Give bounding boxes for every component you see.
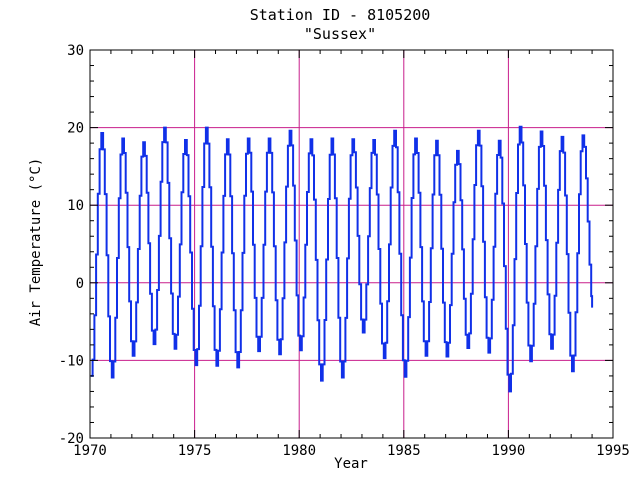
x-tick-label: 1995 [596, 443, 630, 459]
x-axis-label: Year [334, 456, 368, 472]
series-layer [90, 125, 594, 393]
chart-subtitle: "Sussex" [304, 25, 376, 43]
temperature-series-line [90, 125, 594, 393]
y-tick-label: -10 [59, 353, 84, 369]
y-axis-label: Air Temperature (°C) [28, 158, 44, 327]
y-tick-label: 20 [67, 121, 84, 137]
y-tick-label: 30 [67, 43, 84, 59]
axes: 1970 1975 1980 1985 1990 1995 -20 -10 0 10 20 30 [59, 43, 630, 459]
plot-frame [89, 49, 614, 439]
x-tick-label: 1980 [282, 443, 316, 459]
x-tick-label: 1970 [73, 443, 107, 459]
reference-lines [90, 50, 613, 438]
x-tick-label: 1990 [492, 443, 526, 459]
y-tick-label: 0 [76, 276, 84, 292]
x-tick-label: 1975 [178, 443, 212, 459]
y-tick-label: 10 [67, 198, 84, 214]
y-tick-label: -20 [59, 431, 84, 447]
x-tick-label: 1985 [387, 443, 421, 459]
chart-title: Station ID - 8105200 [250, 6, 431, 24]
